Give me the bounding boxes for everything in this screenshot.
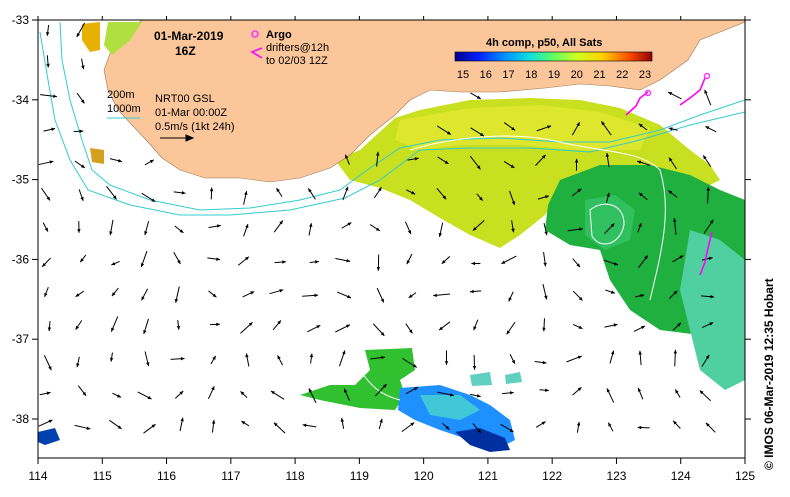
x-tick-label: 124 bbox=[671, 469, 691, 483]
argo-legend-label: Argo bbox=[266, 29, 292, 41]
colorbar-tick-label: 20 bbox=[571, 69, 583, 81]
y-tick-label: -33 bbox=[12, 13, 30, 27]
drifter-legend-line2: to 02/03 12Z bbox=[266, 55, 328, 67]
colorbar-title: 4h comp, p50, All Sats bbox=[486, 37, 602, 49]
colorbar-tick-label: 15 bbox=[457, 69, 469, 81]
x-tick-label: 120 bbox=[414, 469, 434, 483]
colorbar-tick-label: 23 bbox=[639, 69, 651, 81]
cape-leeuwin-sst bbox=[90, 148, 104, 164]
colorbar-tick-label: 19 bbox=[548, 69, 560, 81]
x-tick-label: 117 bbox=[221, 469, 240, 483]
scale-text: 0.5m/s (1kt 24h) bbox=[155, 121, 234, 133]
credit-text: © IMOS 06-Mar-2019 12:35 Hobart bbox=[762, 278, 776, 470]
colorbar-tick-label: 17 bbox=[502, 69, 514, 81]
contour-1000m-label: 1000m bbox=[107, 103, 141, 115]
x-tick-label: 116 bbox=[157, 469, 176, 483]
title-date: 01-Mar-2019 bbox=[154, 29, 224, 43]
colorbar-tick-label: 22 bbox=[616, 69, 628, 81]
x-tick-label: 123 bbox=[606, 469, 626, 483]
x-tick-label: 125 bbox=[735, 469, 755, 483]
colorbar-tick-label: 18 bbox=[525, 69, 537, 81]
x-tick-label: 119 bbox=[350, 469, 369, 483]
y-tick-label: -34 bbox=[12, 93, 30, 107]
title-hour: 16Z bbox=[175, 44, 196, 58]
colorbar-tick-label: 21 bbox=[593, 69, 605, 81]
colorbar-ticks: 15 16 17 18 19 20 21 22 23 bbox=[457, 69, 651, 81]
x-tick-label: 121 bbox=[478, 469, 498, 483]
x-tick-label: 122 bbox=[542, 469, 562, 483]
colorbar-tick-label: 16 bbox=[480, 69, 492, 81]
currents-time: 01-Mar 00:00Z bbox=[155, 107, 227, 119]
colorbar bbox=[455, 52, 652, 61]
contour-200m-label: 200m bbox=[107, 89, 135, 101]
drifter-legend-line1: drifters@12h bbox=[266, 42, 329, 54]
y-tick-label: -37 bbox=[12, 332, 30, 346]
y-tick-label: -38 bbox=[12, 412, 30, 426]
y-tick-label: -35 bbox=[12, 173, 30, 187]
y-tick-label: -36 bbox=[12, 252, 30, 266]
x-tick-label: 114 bbox=[28, 469, 47, 483]
x-tick-label: 118 bbox=[286, 469, 305, 483]
x-tick-label: 115 bbox=[93, 469, 112, 483]
currents-source: NRT00 GSL bbox=[155, 93, 215, 105]
